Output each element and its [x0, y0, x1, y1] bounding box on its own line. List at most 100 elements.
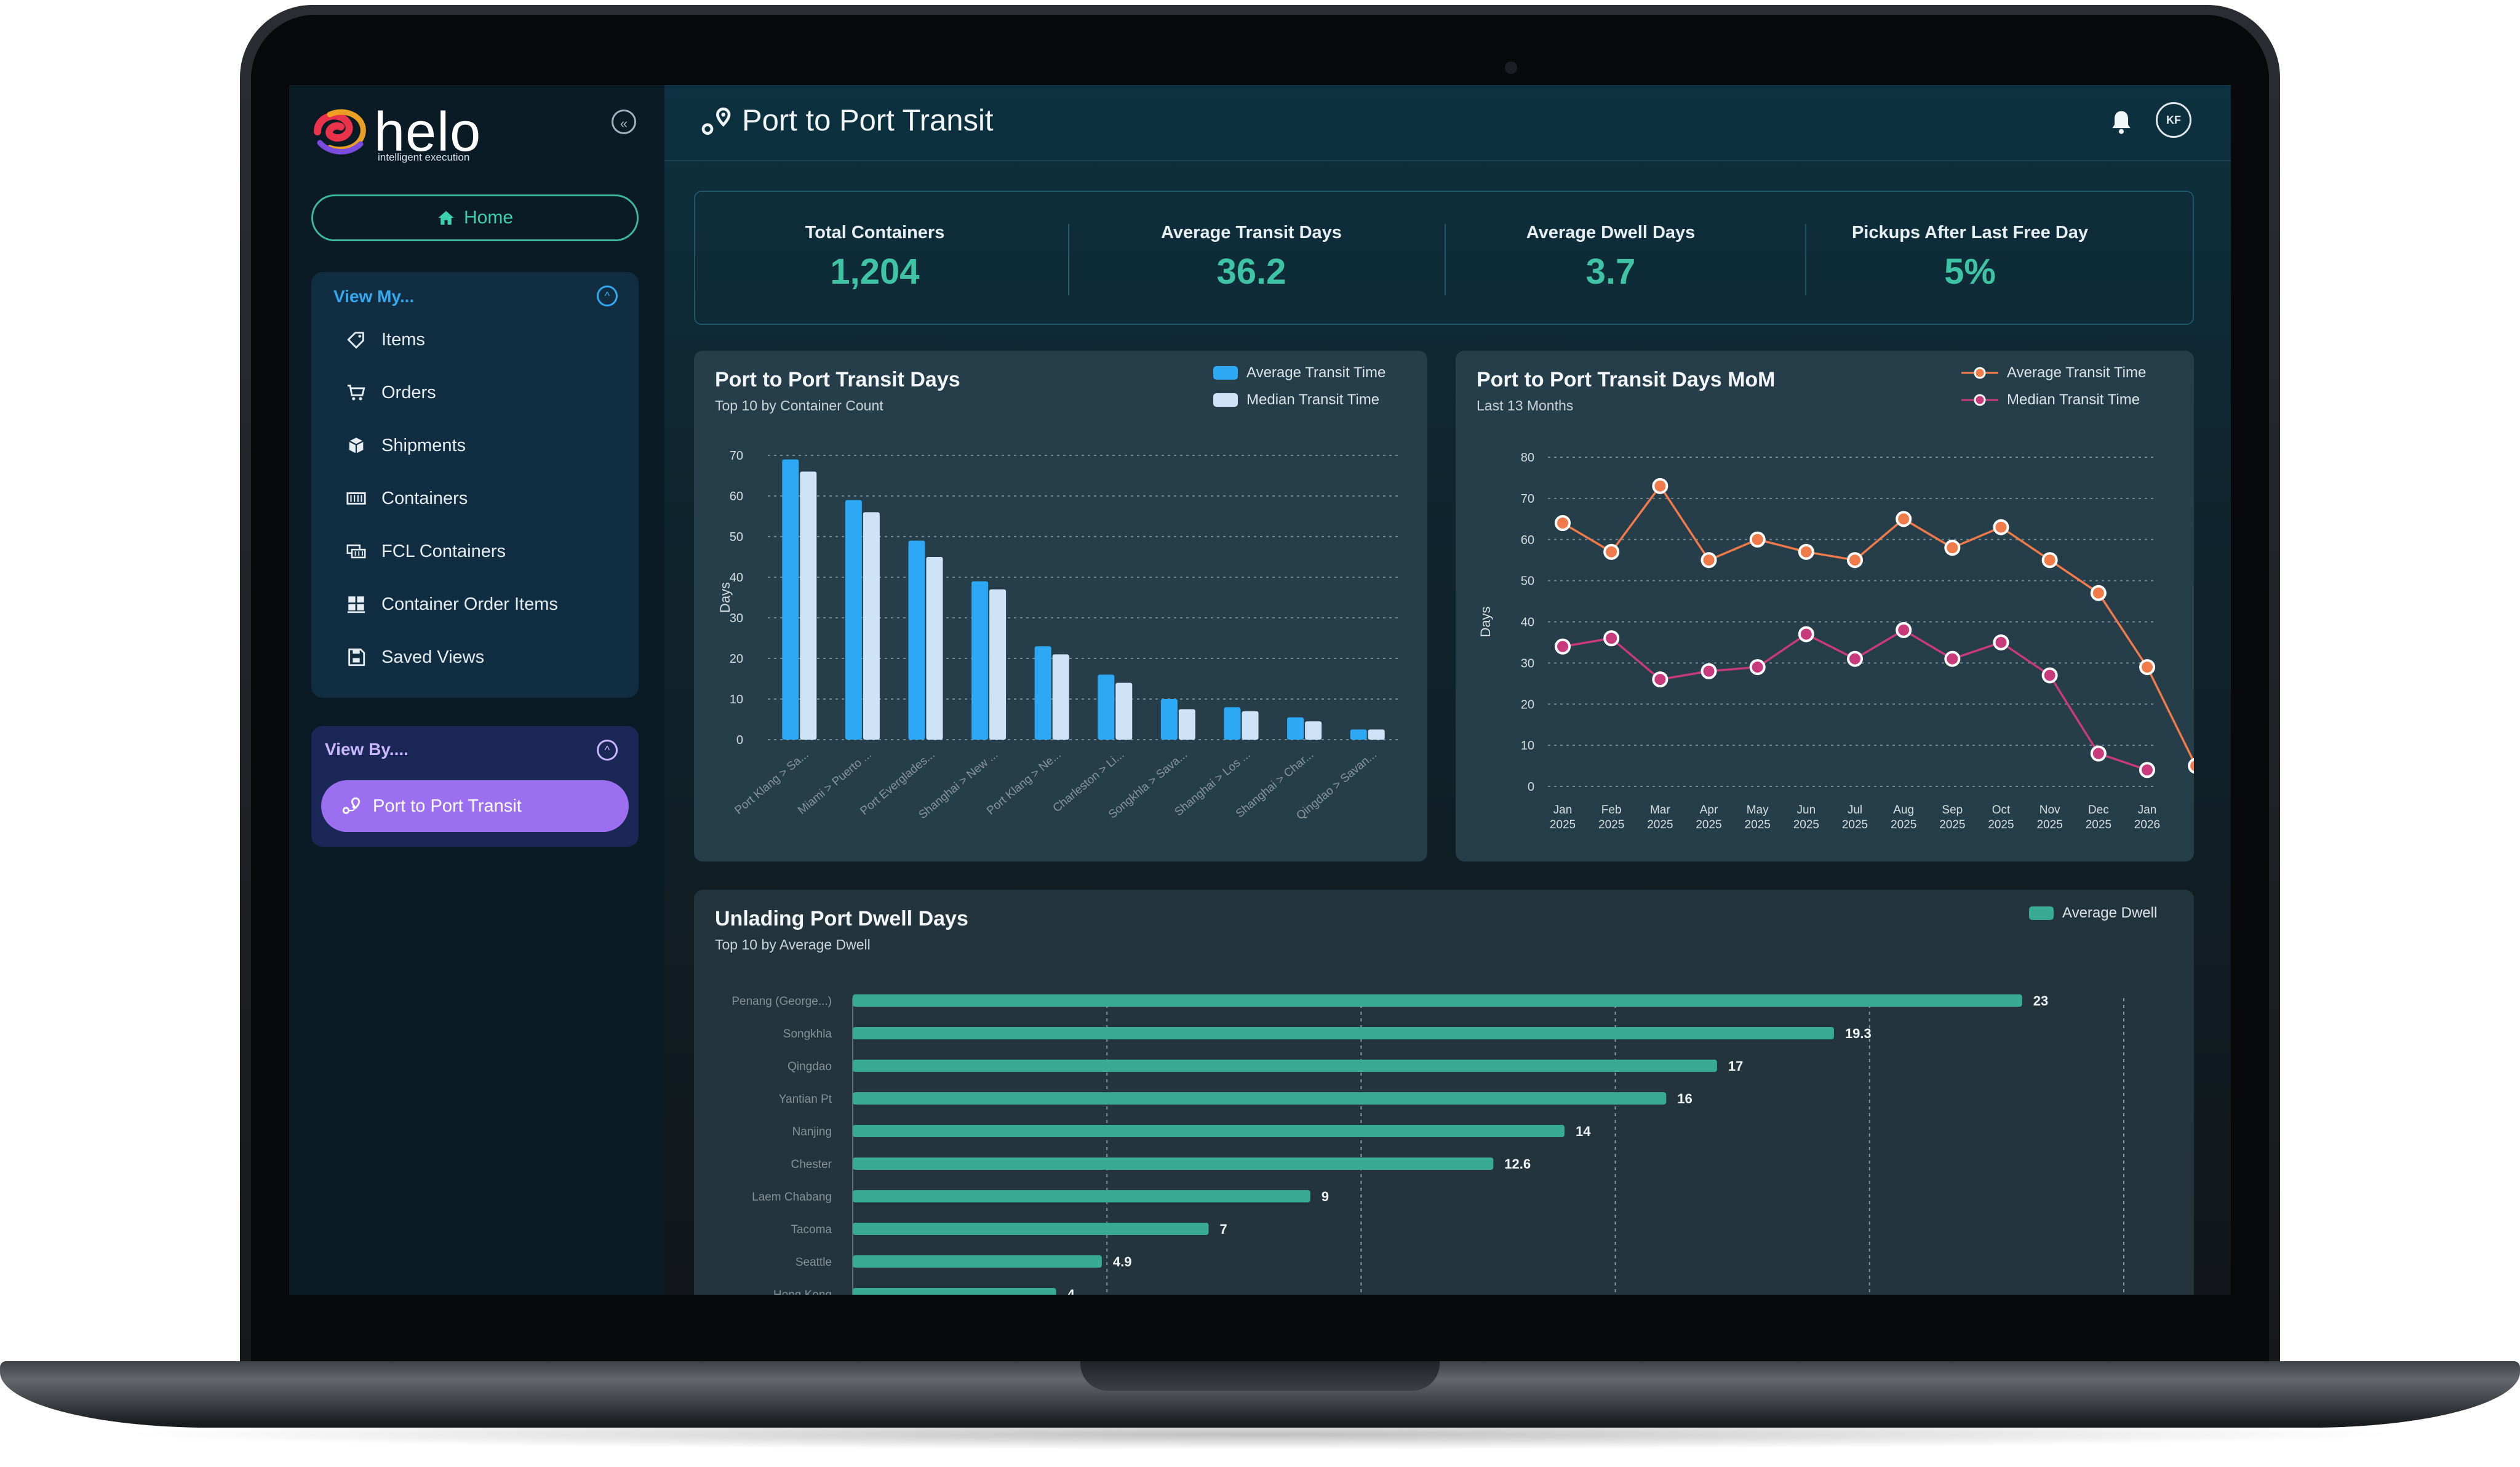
sidebar-item-orders[interactable]: Orders: [346, 375, 436, 410]
y-tick-label: Hong Kong: [773, 1289, 832, 1295]
y-axis-label: Days: [1478, 606, 1493, 637]
data-label: 7: [1219, 1221, 1227, 1237]
camera: [1505, 62, 1517, 74]
kpi-label: Average Transit Days: [1161, 223, 1342, 242]
data-point-average: [1749, 531, 1766, 548]
sidebar-item-saved-views[interactable]: Saved Views: [346, 640, 484, 674]
sidebar-item-container-order-items[interactable]: Container Order Items: [346, 587, 558, 622]
bar-average-dwell: [853, 1223, 1209, 1235]
data-label: 9: [1322, 1189, 1329, 1204]
data-point-median: [2041, 667, 2058, 684]
view-by-title[interactable]: View By....: [325, 740, 409, 759]
sidebar-item-label: Port to Port Transit: [373, 796, 522, 816]
screen: helo intelligent execution « Home View M…: [289, 85, 2231, 1295]
legend-item[interactable]: Median Transit Time: [1213, 386, 1386, 414]
laptop-notch: [1080, 1361, 1440, 1391]
sidebar-item-fcl-containers[interactable]: FCL Containers: [346, 534, 506, 569]
y-tick-label: Yantian Pt: [779, 1093, 832, 1106]
data-point-average: [2188, 757, 2194, 774]
view-my-title[interactable]: View My...: [333, 287, 415, 306]
x-tick-label: 2025: [1793, 818, 1819, 831]
bar-average-dwell: [853, 994, 2022, 1007]
sidebar-item-label: Shipments: [381, 435, 466, 455]
legend-swatch: [1213, 393, 1238, 407]
route-icon: [342, 797, 361, 814]
bar-average: [971, 581, 989, 740]
chart-legend: Average Transit Time Median Transit Time: [1213, 359, 1386, 414]
bar-median: [1178, 709, 1195, 740]
top-bar: Port to Port Transit KF: [664, 85, 2231, 161]
y-tick-label: 70: [1521, 492, 1534, 506]
legend-item[interactable]: Average Dwell: [2029, 900, 2157, 927]
x-tick-label: 2025: [2037, 818, 2063, 831]
legend-label: Median Transit Time: [1246, 391, 1380, 408]
sidebar-item-shipments[interactable]: Shipments: [346, 428, 466, 463]
sidebar-item-containers[interactable]: Containers: [346, 481, 468, 516]
data-point-median: [1749, 659, 1766, 676]
y-tick-label: Qingdao: [788, 1060, 832, 1073]
bar-average: [1287, 717, 1304, 740]
x-tick-label: Dec: [2088, 804, 2109, 817]
x-tick-label: Oct: [1992, 804, 2011, 817]
collapse-sidebar-button[interactable]: «: [612, 110, 636, 134]
view-by-collapse-button[interactable]: ^: [597, 740, 618, 761]
x-tick-label: Jul: [1848, 804, 1862, 817]
legend-item[interactable]: Median Transit Time: [1961, 386, 2146, 414]
divider: [1805, 224, 1806, 295]
sidebar-item-items[interactable]: Items: [346, 322, 425, 357]
kpi-total-containers: Total Containers 1,204: [695, 192, 1055, 326]
save-icon: [348, 648, 365, 666]
kpi-value: 1,204: [830, 252, 920, 292]
bar-average: [1350, 729, 1367, 740]
data-point-median: [1798, 626, 1814, 642]
bar-average-dwell: [853, 1060, 1717, 1072]
chart-title: Unlading Port Dwell Days: [715, 907, 968, 930]
y-tick-label: 30: [1521, 657, 1534, 670]
chart-title: Port to Port Transit Days: [715, 368, 960, 391]
kpi-label: Pickups After Last Free Day: [1851, 223, 2089, 242]
logo-tagline: intelligent execution: [378, 151, 470, 163]
legend-item[interactable]: Average Transit Time: [1961, 359, 2146, 386]
data-point-median: [1847, 650, 1863, 667]
chevrons-left-icon: «: [620, 116, 628, 131]
sidebar: helo intelligent execution « Home View M…: [289, 85, 664, 1295]
sidebar-item-label: FCL Containers: [381, 541, 506, 561]
chart-subtitle: Top 10 by Container Count: [715, 398, 883, 414]
y-tick-label: Laem Chabang: [752, 1191, 832, 1204]
bar-median: [1305, 721, 1322, 740]
bar-average-dwell: [853, 1288, 1056, 1295]
view-my-collapse-button[interactable]: ^: [597, 286, 618, 306]
fcl-container-icon: [346, 544, 366, 559]
x-tick-label: 2025: [2086, 818, 2111, 831]
data-point-average: [1701, 552, 1717, 569]
legend-line-marker: [1961, 394, 1998, 406]
home-label: Home: [463, 207, 514, 228]
y-tick-label: Tacoma: [791, 1223, 832, 1236]
view-my-panel: View My... ^ Items Orders Shipments Cont…: [311, 272, 639, 698]
data-point-median: [1652, 671, 1669, 688]
kpi-label: Total Containers: [805, 223, 945, 242]
bar-average-dwell: [853, 1125, 1565, 1137]
x-tick-label: May: [1747, 804, 1769, 817]
data-point-average: [2041, 552, 2058, 569]
sidebar-item-label: Items: [381, 329, 425, 350]
tag-icon: [347, 332, 364, 349]
sidebar-item-label: Container Order Items: [381, 594, 558, 614]
kpi-average-transit-days: Average Transit Days 36.2: [1072, 192, 1431, 326]
legend-item[interactable]: Average Transit Time: [1213, 359, 1386, 386]
bar-average: [1160, 699, 1178, 740]
x-tick-label: 2026: [2134, 818, 2160, 831]
legend-swatch: [2029, 906, 2054, 920]
sidebar-item-port-to-port-transit[interactable]: Port to Port Transit: [321, 780, 629, 832]
x-tick-label: Jun: [1797, 804, 1816, 817]
data-point-average: [1847, 552, 1863, 569]
avatar[interactable]: KF: [2156, 102, 2191, 138]
bell-icon[interactable]: [2108, 108, 2135, 137]
bar-median: [863, 512, 880, 740]
x-tick-label: Sep: [1942, 804, 1963, 817]
home-button[interactable]: Home: [311, 194, 639, 241]
y-tick-label: 70: [730, 449, 743, 463]
x-tick-label: 2025: [1988, 818, 2014, 831]
transit-days-mom-chart-card: 0 10 20 30 40 50 60 70 80 Days Jan 2025 Feb 2025 Mar 20…: [1456, 351, 2194, 861]
data-label: 12.6: [1504, 1156, 1531, 1172]
